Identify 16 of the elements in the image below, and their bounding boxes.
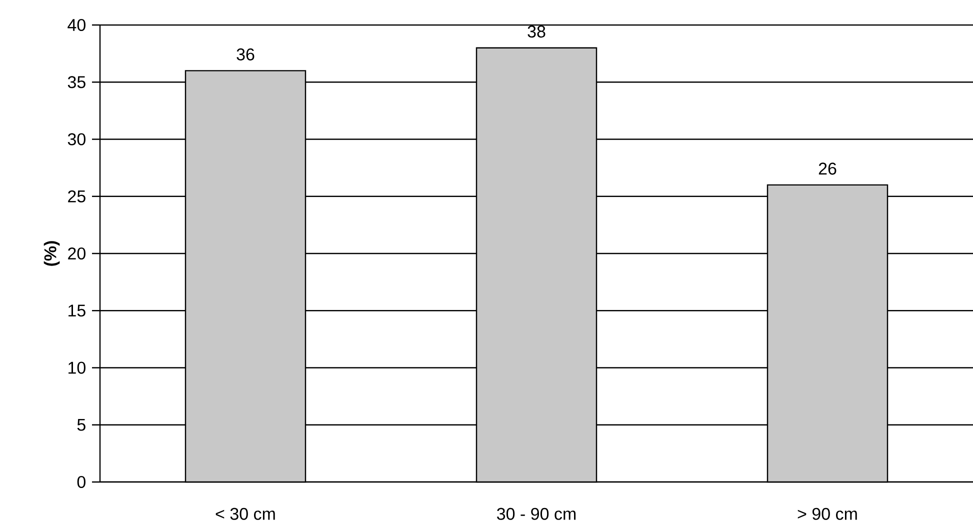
y-tick-label: 35	[68, 76, 86, 88]
y-tick-label: 30	[68, 133, 86, 146]
y-axis-title: (%)	[44, 241, 60, 266]
y-tick-label: 10	[68, 362, 86, 374]
y-tick-label: 15	[68, 304, 86, 317]
x-tick-label: > 90 cm	[798, 508, 857, 520]
data-label: 38	[528, 26, 546, 38]
data-label: 36	[236, 48, 254, 60]
y-tick-label: 40	[68, 18, 86, 32]
x-tick-label: 30 - 90 cm	[496, 508, 576, 520]
y-tick-label: 25	[68, 190, 86, 202]
y-tick-label: 20	[68, 247, 86, 260]
x-tick-label: < 30 cm	[216, 508, 275, 520]
y-tick-label: 5	[77, 418, 86, 431]
data-label: 26	[818, 162, 836, 175]
y-tick-label: 0	[77, 476, 86, 488]
